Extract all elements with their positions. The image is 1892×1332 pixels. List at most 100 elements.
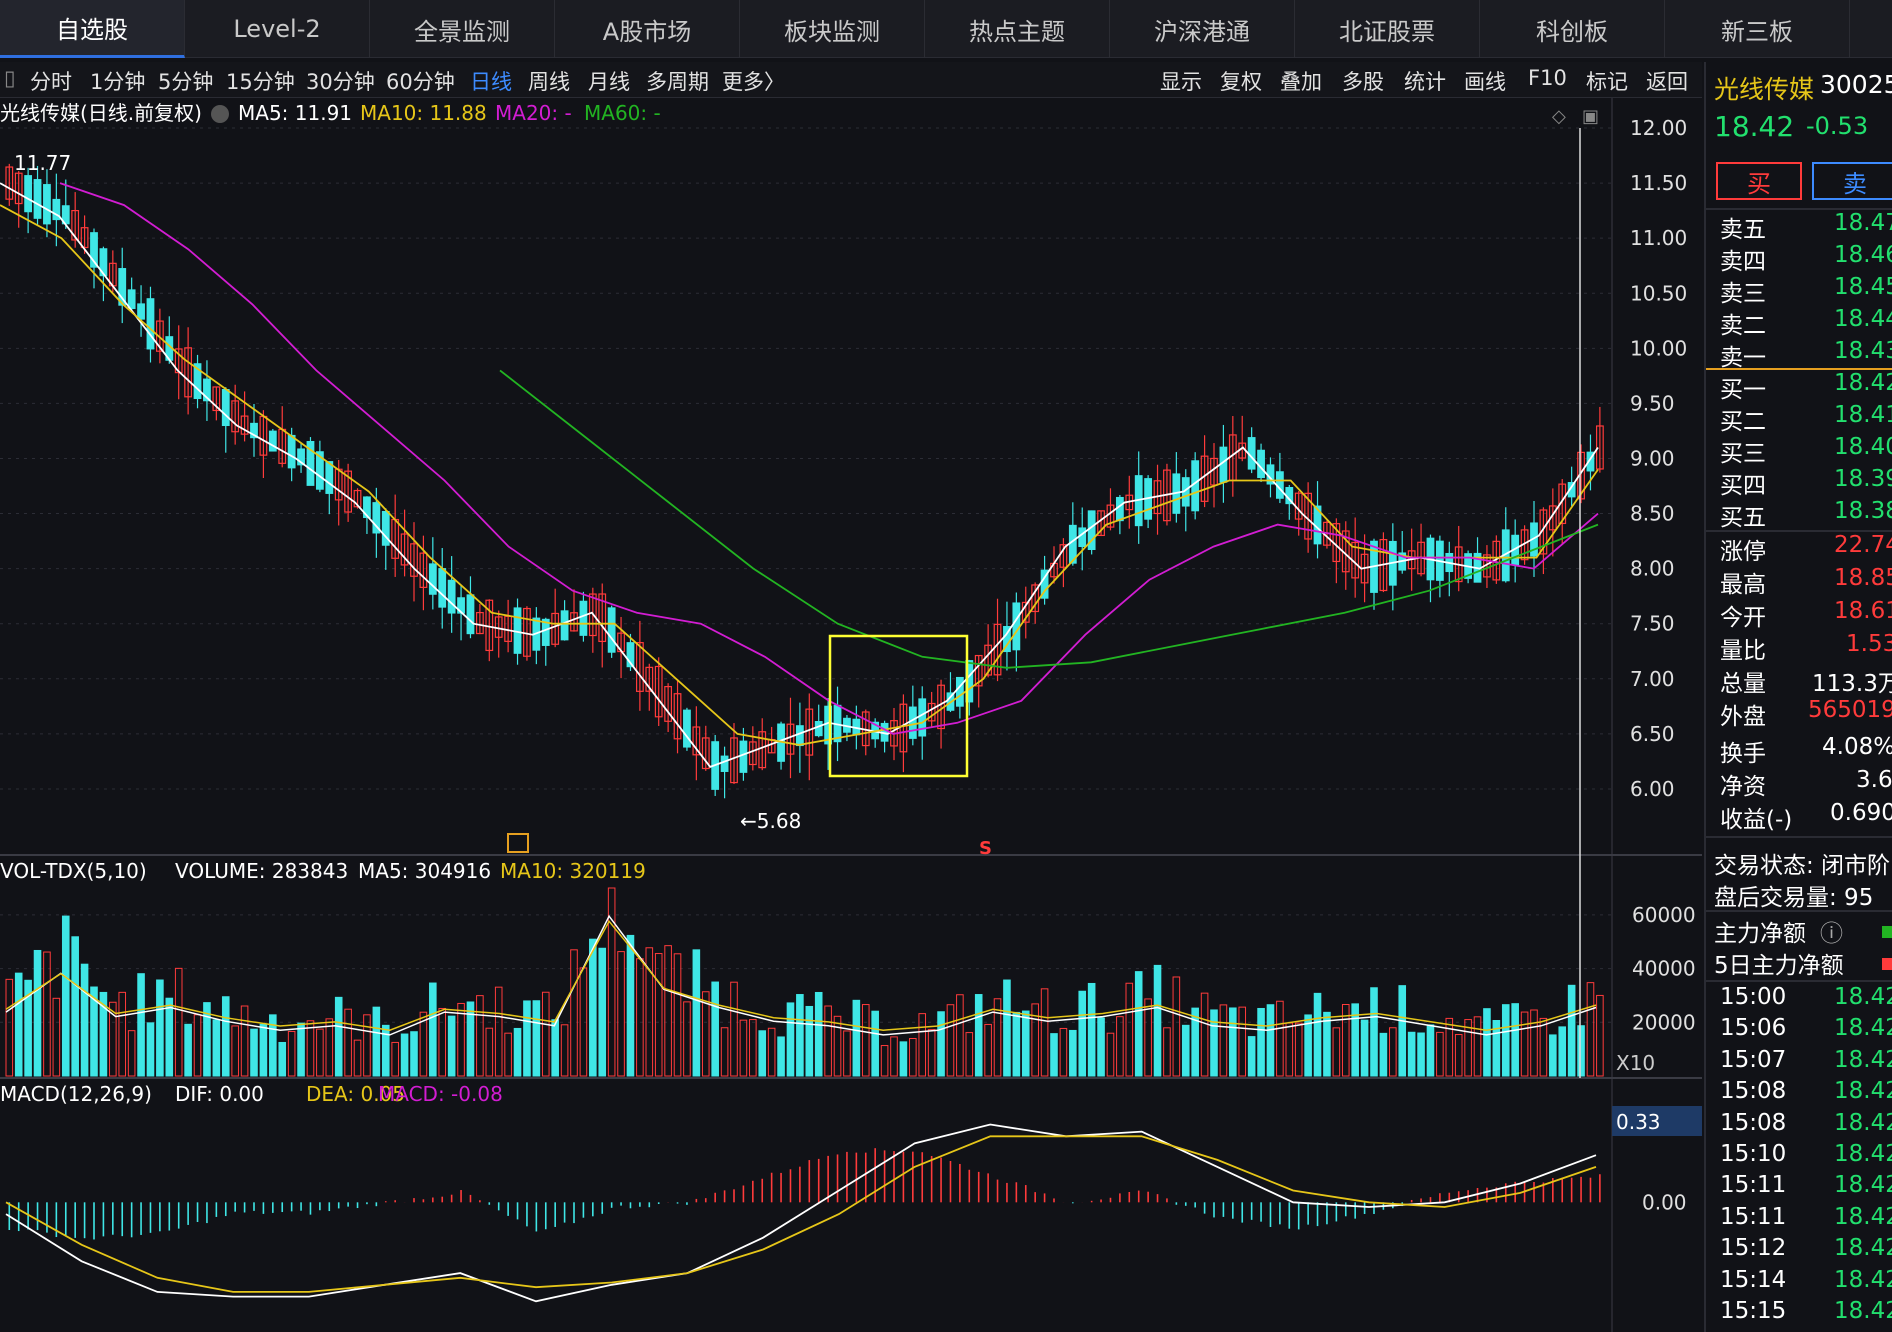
tab-level2[interactable]: Level-2 [185,0,370,58]
volume-bar [203,1002,211,1077]
macd-legend-name: MACD(12,26,9) [0,1082,152,1106]
tab-hk-connect[interactable]: 沪深港通 [1110,0,1295,58]
volume-bar [758,1030,767,1077]
tab-panorama[interactable]: 全景监测 [370,0,555,58]
volume-bar [805,1005,814,1077]
candle-body [626,642,635,668]
candle-body [1539,509,1548,555]
info-icon[interactable]: ⓘ [1820,921,1843,947]
volume-bar [212,1019,221,1077]
volume-bar [400,1033,409,1077]
tab-bse[interactable]: 北证股票 [1295,0,1480,58]
candle-body [664,686,673,722]
volume-bar [334,996,343,1077]
period-1min[interactable]: 1分钟 [90,70,146,94]
volume-bar [626,934,635,1077]
volume-bar [1144,998,1152,1077]
vol-legend-ma10: MA10: 320119 [500,859,646,883]
stat-row-value: 113.3万 [1812,671,1892,697]
period-intraday[interactable]: 分时 [30,70,72,94]
macd-cursor-box [1612,1106,1702,1136]
volume-bar [1454,1034,1463,1077]
draw-button[interactable]: 画线 [1464,70,1506,94]
volume-bar [786,1002,795,1077]
candle-body [33,179,42,219]
volume-bar [1031,1003,1039,1077]
stat-row-label: 量比 [1720,638,1766,664]
overlay-button[interactable]: 叠加 [1280,70,1322,94]
volume-bar [1341,1003,1350,1077]
buy-button[interactable]: 买 [1716,162,1802,200]
tab-neeq[interactable]: 新三板 [1665,0,1850,58]
volume-bar [447,1015,456,1077]
volume-bar [1389,1027,1397,1077]
collapse-icon[interactable]: ▯ [4,66,16,90]
period-weekly[interactable]: 周线 [528,70,570,94]
candle-body [231,400,240,433]
volume-bar [1069,1029,1077,1077]
display-button[interactable]: 显示 [1160,70,1202,94]
candle-body [250,422,258,439]
candle-body [730,737,738,784]
sell-button[interactable]: 卖 [1812,162,1892,200]
after-hours-volume: 盘后交易量: 95 [1714,885,1874,911]
volume-bar [749,1019,757,1077]
period-60min[interactable]: 60分钟 [386,70,455,94]
price-tick-label: 8.50 [1630,502,1675,526]
stock-name: 光线传媒 [1714,75,1815,104]
back-button[interactable]: 返回 [1646,70,1688,94]
diamond-icon[interactable]: ◇ [1552,106,1566,127]
s-marker: S [979,838,992,859]
main-net-flow: 主力净额 [1714,921,1806,947]
price-tick-label: 11.00 [1630,226,1687,250]
volume-tick-label: 40000 [1632,957,1696,981]
volume-bar [278,1041,287,1077]
volume-bar [560,1024,569,1077]
volume-bar [174,967,183,1077]
tick-row-label: 15:07 [1720,1046,1787,1073]
period-5min[interactable]: 5分钟 [158,70,214,94]
candle-body [306,440,315,486]
ma-line-ma5 [0,182,1599,768]
period-15min[interactable]: 15分钟 [226,70,295,94]
volume-bar [184,1023,192,1077]
volume-bar [1360,1019,1369,1077]
volume-bar [654,953,663,1077]
tab-star[interactable]: 科创板 [1480,0,1665,58]
volume-bar [1276,1000,1284,1077]
candle-body [720,755,729,772]
tick-row-label: 15:06 [1720,1015,1787,1042]
multi-stock-button[interactable]: 多股 [1342,70,1384,94]
stats-button[interactable]: 统计 [1404,70,1446,94]
volume-bar [1370,987,1378,1077]
legend-ma10: MA10: 11.88 [360,101,487,125]
tab-hot-topics[interactable]: 热点主题 [925,0,1110,58]
volume-bar [156,979,164,1077]
stat-row-label: 总量 [1720,671,1766,697]
panel-icon[interactable]: ▣ [1582,106,1599,127]
kline-chart[interactable]: 12.00 11.50 11.00 10.50 10.00 9.50 9.00 8.50 8.0… [0,98,1702,1332]
adjust-button[interactable]: 复权 [1220,70,1262,94]
mark-button[interactable]: 标记 [1586,70,1628,94]
period-more[interactable]: 更多〉 [722,70,785,94]
candle-body [541,618,550,646]
period-daily[interactable]: 日线 [470,70,512,94]
candle-body [155,320,164,352]
tab-watchlist[interactable]: 自选股 [0,0,185,58]
volume-bar [466,1001,475,1077]
volume-bar [1530,1009,1538,1077]
f10-button[interactable]: F10 [1528,66,1567,90]
period-multi[interactable]: 多周期 [646,70,709,94]
period-30min[interactable]: 30分钟 [306,70,375,94]
volume-bar [137,973,145,1077]
volume-bar [1172,976,1181,1077]
ask-row-value: 18.46 [1834,242,1892,268]
bid-row-value: 18.38 [1834,498,1892,524]
candle-body [551,612,560,645]
legend-toggle-icon[interactable] [211,105,229,123]
price-tick-label: 9.00 [1630,446,1675,470]
event-icon[interactable] [507,833,529,853]
period-monthly[interactable]: 月线 [588,70,630,94]
tab-a-share[interactable]: A股市场 [555,0,740,58]
tab-sector[interactable]: 板块监测 [740,0,925,58]
